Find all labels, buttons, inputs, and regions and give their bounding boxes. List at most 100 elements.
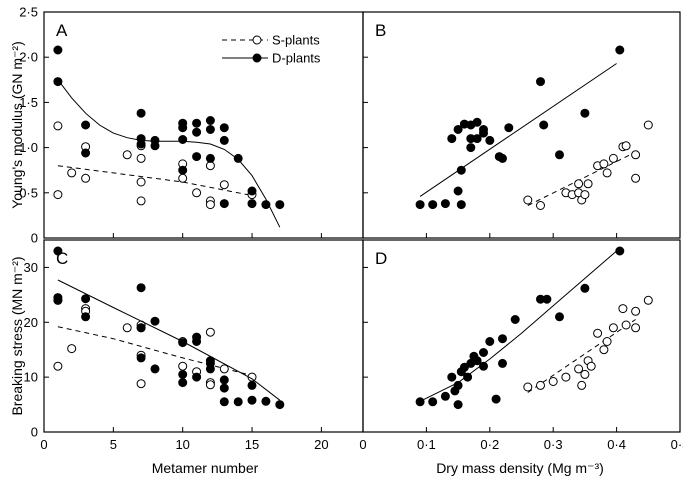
x-tick-label: 0·5	[671, 437, 683, 452]
y-tick-label: 20	[24, 315, 38, 330]
panel-b-d-plants-fit-line	[419, 63, 617, 197]
panel-a-s-plants-point	[219, 180, 229, 190]
panel-d-d-plants-point	[479, 348, 488, 357]
panel-b-s-plants-point	[631, 173, 641, 183]
panel-d-s-plants-point	[602, 337, 612, 346]
panel-a-d-plants-point	[219, 199, 229, 209]
panel-a-s-plants-point	[67, 168, 77, 178]
x-tick-label: 10	[175, 437, 189, 452]
panel-a-d-plants-point	[247, 186, 257, 196]
x-tick-label: 0·1	[417, 437, 436, 452]
panel-b-s-plants-point	[602, 168, 612, 178]
panel-d-d-plants-point	[542, 294, 552, 304]
panel-c-d-plants-point	[136, 353, 146, 363]
panel-a-d-plants-point	[219, 123, 229, 133]
panel-b-s-plants-point	[523, 195, 533, 205]
y-axis-label-breaking-stress: Breaking stress (MN m⁻²)	[9, 256, 25, 415]
y-tick-label: 0·5	[19, 185, 38, 200]
panel-d-d-plants-point	[485, 337, 495, 346]
panel-b-s-plants-point	[599, 159, 609, 169]
y-tick-label: 0	[31, 425, 38, 440]
x-tick-label: 15	[245, 437, 259, 452]
panel-c-d-plants-point	[233, 397, 243, 407]
panel-a-d-plants-point	[261, 200, 271, 210]
panel-d-s-plants-point	[621, 320, 631, 330]
panel-c-d-plants-point	[178, 369, 188, 379]
panel-c-d-plants-point	[150, 316, 160, 326]
panel-c-d-plants-point	[192, 372, 202, 382]
panel-b-d-plants-point	[539, 120, 549, 130]
panel-b-d-plants-point	[440, 199, 450, 209]
panel-a-s-plants-point	[178, 173, 188, 183]
panel-c-d-plants-point	[192, 337, 202, 346]
panel-a-d-plants-point	[192, 127, 202, 137]
panel-b-s-plants-fit-line	[527, 151, 636, 206]
y-tick-label: 0	[31, 231, 38, 246]
panel-d-d-plants-point	[453, 380, 463, 390]
panel-a-label: A	[56, 21, 68, 40]
panel-a-d-plants-point	[192, 152, 202, 162]
panel-a-s-plants-point	[53, 121, 63, 131]
panel-b-s-plants-point	[631, 150, 641, 160]
panel-b-label: B	[375, 21, 386, 40]
panel-c-d-plants-point	[53, 295, 63, 305]
panel-d-s-plants-point	[577, 380, 587, 390]
panel-b-s-plants-point	[536, 201, 545, 210]
panel-c-s-plants-point	[136, 379, 146, 389]
panel-d-d-plants-point	[459, 362, 469, 372]
panel-a-d-plants-point	[150, 141, 160, 151]
panel-d-d-plants-point	[498, 358, 507, 368]
panel-a-d-plants-point	[275, 200, 285, 210]
panel-c-d-plants-point	[150, 364, 160, 374]
panel-b-s-plants-point	[580, 190, 590, 200]
panel-d-d-plants-point	[428, 397, 438, 407]
y-tick-label: 1·5	[19, 95, 38, 110]
panel-c-d-plants-point	[205, 364, 215, 374]
panel-a-d-plants-point	[178, 135, 188, 144]
panel-b-d-plants-point	[466, 143, 476, 153]
panel-d-d-plants-point	[415, 397, 425, 407]
panel-d-d-plants-point	[463, 372, 473, 382]
panel-d-s-plants-point	[523, 382, 533, 392]
panel-d-s-plants-point	[548, 377, 558, 386]
panel-b-d-plants-point	[555, 150, 564, 160]
panel-d-s-plants-fit-line	[527, 319, 636, 393]
panel-d-d-plants-point	[440, 391, 450, 401]
panel-a-d-plants-point	[81, 148, 91, 158]
panel-d-s-plants-point	[574, 364, 584, 374]
panel-d-d-plants-point	[447, 372, 457, 382]
x-tick-label: 0·2	[480, 437, 499, 452]
panel-b-s-plants-point	[574, 179, 584, 189]
panel-b-d-plants-point	[485, 135, 495, 145]
panel-b-d-plants-point	[456, 165, 466, 175]
x-tick-label: 0	[40, 437, 47, 452]
panel-d-label: D	[375, 249, 387, 268]
panel-d-frame	[362, 239, 681, 433]
panel-b-d-plants-point	[615, 45, 625, 55]
x-tick-label: 0·3	[544, 437, 563, 452]
panel-b-d-plants-point	[580, 108, 590, 118]
panel-a-d-plants-point	[192, 118, 202, 128]
panel-c-d-plants-fit-line	[57, 279, 281, 401]
panel-d-s-plants-point	[631, 306, 641, 316]
panel-a-d-plants-point	[219, 135, 229, 145]
legend-d-plants-label: D-plants	[272, 51, 321, 66]
panel-b-s-plants-point	[583, 179, 593, 189]
panel-d-s-plants-point	[580, 369, 590, 379]
panel-b-d-plants-point	[415, 200, 425, 210]
panel-c-d-plants-point	[136, 323, 146, 333]
panel-c-s-plants-point	[178, 361, 188, 371]
panel-c-d-plants-point	[247, 380, 257, 390]
x-tick-label: 0·4	[607, 437, 626, 452]
panel-c-d-plants-point	[136, 283, 146, 293]
panel-d-d-plants-point	[491, 394, 501, 404]
panel-c-s-plants-point	[67, 344, 77, 354]
panel-a-d-plants-point	[53, 45, 63, 55]
panel-b-d-plants-point	[536, 77, 545, 87]
panel-a-s-plants-point	[136, 177, 146, 187]
panel-b-s-plants-point	[608, 153, 618, 163]
panel-c-d-plants-point	[219, 397, 229, 407]
panel-c-d-plants-point	[178, 338, 188, 348]
panel-a-d-plants-point	[136, 139, 146, 149]
panel-a-d-plants-point	[136, 108, 146, 118]
